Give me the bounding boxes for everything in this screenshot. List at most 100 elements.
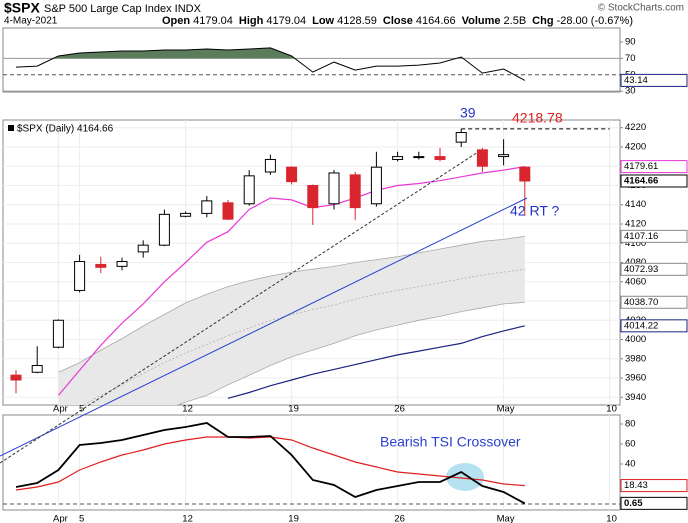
date: 4-May-2021 [4, 16, 58, 27]
value-badge-label: 4038.70 [624, 297, 658, 308]
candle-body [498, 154, 510, 158]
band-upper [58, 235, 525, 373]
y-tick-label: 4220 [625, 122, 646, 133]
y-tick-label: 60 [625, 439, 636, 450]
candle-body [180, 212, 192, 217]
candle-body [286, 166, 298, 183]
candle-body [222, 202, 234, 220]
candle-body [264, 158, 276, 173]
symbol: $SPX [4, 0, 40, 16]
plot-area [15, 422, 526, 505]
annotation: 39 [460, 105, 476, 121]
candle-body [201, 200, 213, 214]
band-fill [58, 236, 525, 405]
plot-layer: 9070503043.14422042004180416041404120410… [3, 36, 688, 523]
indicator-line [15, 47, 526, 81]
x-tick-label: Apr [53, 514, 68, 523]
value-badge [620, 73, 688, 87]
series-line [15, 422, 526, 505]
x-tick-label: 5 [79, 514, 84, 523]
legend-text: $SPX (Daily) 4164.66 [17, 124, 114, 135]
candle-body [392, 156, 404, 160]
quote-label: High [239, 15, 264, 27]
band-lower [176, 301, 525, 405]
tsi-pane [2, 414, 621, 511]
y-tick-label: 90 [625, 36, 636, 47]
x-tick-label: May [497, 404, 515, 415]
annotation: 42 RT ? [510, 203, 560, 219]
value-badge [620, 295, 688, 309]
x-tick-label: May [497, 514, 515, 523]
candle-body [370, 166, 382, 205]
candle-body [328, 172, 340, 205]
x-tick-label: 26 [394, 404, 405, 415]
x-tick-label: 5 [79, 404, 84, 415]
highlight [446, 463, 484, 491]
quote-value: 4179.04 [266, 15, 306, 27]
quote-label: Close [383, 15, 413, 27]
candle-body [413, 156, 425, 159]
value-badge [620, 319, 688, 333]
value-badge [620, 262, 688, 276]
x-tick-label: 26 [394, 514, 405, 523]
line [57, 166, 525, 396]
candle-body [52, 319, 64, 348]
value-badge [620, 229, 688, 243]
quote: Open 4179.04 High 4179.04 Low 4128.59 Close 416… [162, 15, 633, 27]
candle-body [349, 174, 361, 209]
candle-body [158, 213, 170, 246]
value-badge-label: 4014.22 [624, 320, 658, 331]
value-badge-label: 4107.16 [624, 231, 658, 242]
annotation: Bearish TSI Crossover [380, 434, 521, 450]
candle-body [116, 261, 128, 267]
candle-body [10, 374, 22, 381]
y-tick-label: 3960 [625, 373, 646, 384]
indicator-pane [2, 27, 621, 93]
x-tick-label: 19 [288, 514, 299, 523]
candle-body [74, 261, 86, 291]
value-badge-label: 4179.61 [624, 161, 658, 172]
value-badge-label: 4072.93 [624, 264, 658, 275]
quote-value: -28.00 (-0.67%) [557, 15, 633, 27]
candle-body [307, 184, 319, 209]
value-badge [620, 160, 688, 174]
x-tick-label: 10 [606, 514, 617, 523]
x-tick-label: 12 [182, 514, 193, 523]
quote-value: 4164.66 [416, 15, 456, 27]
line [227, 325, 525, 399]
trendline [0, 197, 528, 457]
x-tick-label: 12 [182, 404, 193, 415]
quote-label: Volume [462, 15, 501, 27]
quote-value: 4179.04 [193, 15, 233, 27]
y-tick-label: 80 [625, 419, 636, 430]
candle-body [31, 365, 43, 373]
quote-value: 4128.59 [337, 15, 377, 27]
y-tick-label: 70 [625, 53, 636, 64]
y-tick-label: 40 [625, 459, 636, 470]
plot-area [10, 128, 531, 405]
value-badge-label: 0.65 [624, 498, 643, 509]
y-tick-label: 4120 [625, 219, 646, 230]
plot-area [15, 47, 526, 81]
copyright: © StockCharts.com [598, 3, 684, 14]
y-tick-label: 30 [625, 86, 636, 97]
x-tick-label: Apr [53, 404, 68, 415]
y-tick-label: 4000 [625, 334, 646, 345]
quote-label: Low [312, 15, 334, 27]
y-tick-label: 4080 [625, 257, 646, 268]
x-tick-label: 19 [288, 404, 299, 415]
candle-body [519, 166, 531, 182]
y-tick-label: 4060 [625, 276, 646, 287]
candle-body [95, 263, 107, 268]
y-tick-label: 3980 [625, 353, 646, 364]
value-badge [620, 174, 688, 188]
candle-body [243, 175, 255, 205]
index-name: S&P 500 Large Cap Index INDX [44, 3, 202, 15]
candle-body [476, 149, 488, 167]
y-tick-label: 3940 [625, 392, 646, 403]
value-badge-label: 4164.66 [624, 176, 658, 187]
candle-body [455, 132, 467, 143]
trendline-dashed [0, 151, 479, 464]
value-badge-label: 43.14 [624, 75, 648, 86]
